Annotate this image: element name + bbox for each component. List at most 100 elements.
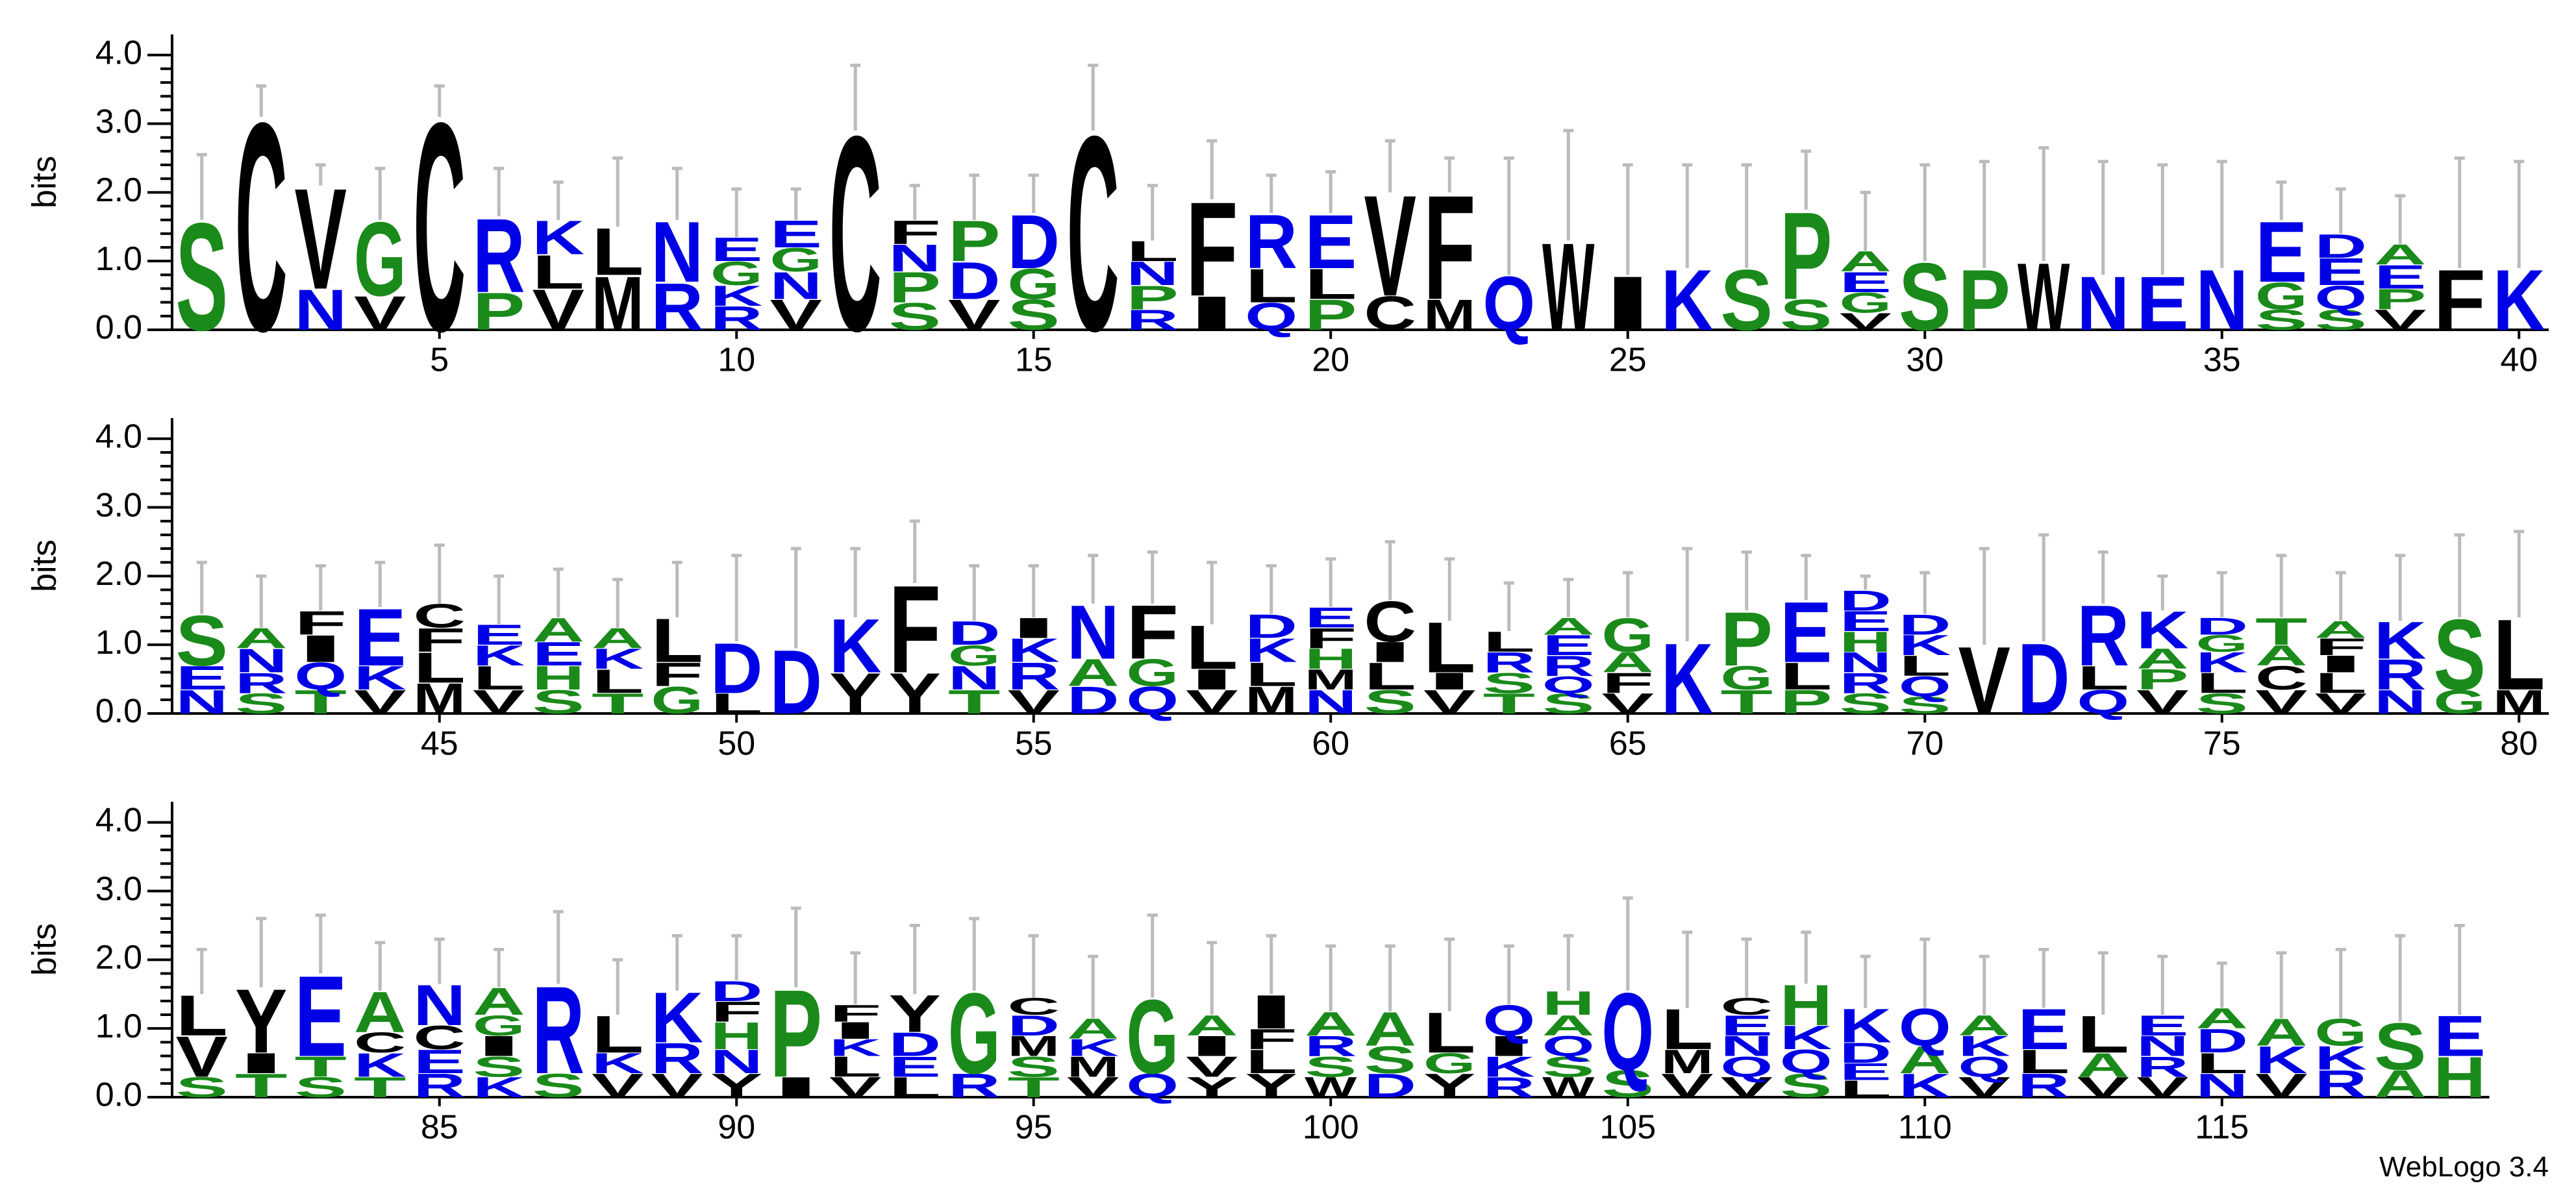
letter: D (888, 1026, 941, 1063)
letter: M (1423, 291, 1475, 340)
letter: L (1364, 655, 1416, 698)
letter: Q (2314, 279, 2366, 317)
letter: M (592, 260, 644, 346)
letter: R (651, 1035, 703, 1083)
letter: K (1245, 632, 1297, 669)
letter: S (532, 683, 584, 721)
letter: L (1186, 613, 1238, 682)
letter: R (710, 300, 763, 338)
letter: E (294, 953, 347, 1082)
letter: K (829, 604, 882, 689)
letter: S (1780, 1067, 1832, 1104)
letter: K (2374, 611, 2427, 670)
letter: D (948, 615, 1001, 652)
letter: V (354, 287, 406, 341)
letter: C (1364, 590, 1416, 654)
letter: Y (1423, 1067, 1476, 1104)
letter: I (769, 1071, 821, 1104)
x-tick-label: 50 (718, 725, 755, 763)
x-tick-label: 20 (1312, 341, 1349, 379)
letter: S (1542, 688, 1595, 720)
x-tick-label: 105 (1599, 1109, 1656, 1147)
letter: Q (2077, 684, 2129, 721)
letter: K (1839, 999, 1892, 1053)
letter: R (651, 269, 703, 344)
x-tick-label: 35 (2203, 341, 2241, 379)
y-tick-label: 0.0 (95, 693, 142, 730)
letter: V (829, 1072, 882, 1104)
letter: I (473, 1030, 525, 1062)
letter: T (354, 1071, 406, 1104)
letter: E (473, 619, 525, 651)
y-tick-label: 2.0 (95, 555, 142, 593)
letter: N (175, 684, 228, 721)
letter: R (2077, 588, 2129, 684)
letter: W (1305, 1071, 1358, 1104)
letter: S (294, 1072, 347, 1104)
letter: R (1305, 1030, 1357, 1062)
letter: V (1186, 1051, 1238, 1083)
letter: G (1839, 286, 1892, 319)
x-tick-label: 70 (1906, 725, 1944, 763)
letter: P (1720, 597, 1773, 682)
letter: K (1067, 1034, 1119, 1061)
letter: F (2314, 633, 2366, 660)
letter: L (710, 688, 763, 720)
letter: Q (1245, 295, 1297, 338)
letter: E (532, 635, 584, 673)
y-tick-label: 4.0 (95, 417, 142, 455)
letter: K (710, 280, 763, 312)
letter: V (1067, 1072, 1119, 1104)
letter: G (1423, 1047, 1476, 1080)
letter: D (2314, 227, 2367, 265)
y-tick-label: 0.0 (95, 1076, 142, 1114)
letter: H (710, 1014, 763, 1057)
letter: M (413, 675, 465, 723)
letter: N (294, 279, 347, 343)
letter: S (1305, 1051, 1357, 1083)
letter: N (651, 205, 703, 301)
x-tick-label: 80 (2500, 725, 2538, 763)
letter: G (1720, 660, 1772, 697)
x-tick-label: 85 (421, 1109, 458, 1147)
letter: E (1839, 1058, 1892, 1085)
letter: F (1245, 1023, 1297, 1056)
letter: A (354, 980, 406, 1045)
letter: R (235, 667, 288, 699)
x-tick-label: 95 (1015, 1109, 1053, 1147)
y-tick-label: 2.0 (95, 939, 142, 976)
letter: V (1423, 683, 1476, 721)
letter: C (354, 1026, 406, 1059)
letter: S (1364, 1039, 1416, 1082)
letter: C (2255, 660, 2308, 697)
letter: K (2136, 601, 2189, 660)
letter: N (1126, 255, 1179, 293)
letter: F (294, 604, 347, 642)
letter: S (1007, 1051, 1060, 1083)
letter: P (2374, 284, 2427, 316)
letter: D (1364, 1067, 1416, 1105)
letter: E (1305, 602, 1357, 634)
letter: A (1542, 1010, 1595, 1042)
letter: G (2255, 275, 2307, 317)
letter: V (651, 1067, 703, 1104)
letter: H (1305, 643, 1357, 675)
letter: S (175, 1072, 228, 1104)
letter: M (1067, 1050, 1119, 1083)
letter: E (2433, 1004, 2486, 1069)
letter: G (2314, 1011, 2366, 1054)
letter: N (1067, 589, 1119, 675)
letter: Q (1720, 1050, 1773, 1083)
letter: N (948, 660, 1001, 697)
letter: E (1839, 266, 1892, 298)
letter: V (354, 683, 406, 721)
letter: R (413, 1067, 466, 1105)
letter: K (2255, 1038, 2308, 1081)
letter: E (1839, 606, 1892, 638)
letter: P (2136, 663, 2189, 695)
letter: R (2314, 1062, 2367, 1105)
letter: N (2195, 253, 2248, 349)
letter: E (1720, 1010, 1773, 1041)
letter: C (413, 597, 466, 635)
